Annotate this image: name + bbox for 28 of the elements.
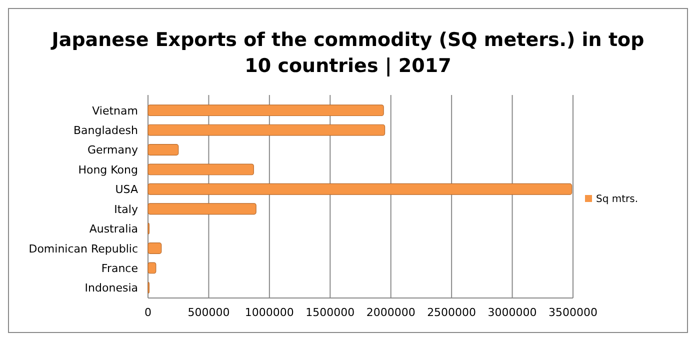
chart-title: Japanese Exports of the commodity (SQ meters.) in top 10 countries | 2017	[50, 29, 644, 77]
y-tick-label: France	[101, 262, 138, 275]
x-tick-label: 1000000	[244, 306, 294, 319]
y-tick-label: Indonesia	[84, 282, 138, 295]
bar	[148, 164, 254, 176]
bar	[148, 104, 384, 116]
x-tick-label: 3000000	[488, 306, 537, 319]
y-tick-label: Dominican Republic	[28, 242, 138, 256]
x-tick-label: 1500000	[306, 306, 355, 319]
x-tick-label: 0	[144, 306, 152, 319]
bar	[148, 262, 156, 274]
y-tick-label: Vietnam	[92, 104, 138, 118]
x-tick-label: 2500000	[427, 306, 476, 319]
x-tick-label: 3500000	[548, 306, 598, 319]
bar	[148, 183, 572, 195]
x-tick-label: 500000	[188, 306, 230, 319]
y-tick-label: Italy	[114, 202, 138, 216]
bar	[148, 203, 256, 215]
bar	[148, 242, 162, 254]
y-tick-label: Bangladesh	[74, 124, 138, 138]
bar	[148, 124, 386, 136]
y-tick-label: Germany	[87, 144, 138, 157]
y-tick-label: Australia	[89, 222, 138, 236]
y-tick-label: USA	[115, 183, 138, 196]
legend-label: Sq mtrs.	[596, 194, 638, 205]
x-tick-label: 2000000	[366, 306, 416, 319]
y-tick-label: Hong Kong	[78, 163, 138, 176]
bar	[148, 144, 179, 156]
